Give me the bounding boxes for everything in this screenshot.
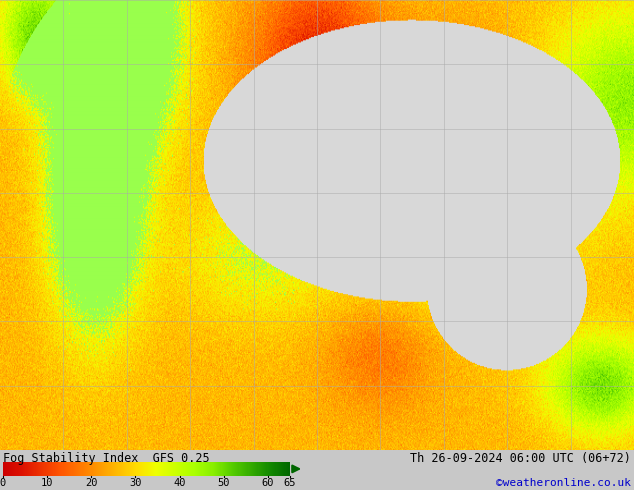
Text: 0: 0 (0, 478, 6, 488)
Text: 50: 50 (217, 478, 230, 488)
Text: 10: 10 (41, 478, 53, 488)
Text: Th 26-09-2024 06:00 UTC (06+72): Th 26-09-2024 06:00 UTC (06+72) (410, 452, 631, 465)
Text: 60: 60 (262, 478, 274, 488)
Text: Fog Stability Index  GFS 0.25: Fog Stability Index GFS 0.25 (3, 452, 210, 465)
Text: 20: 20 (85, 478, 98, 488)
Text: 65: 65 (284, 478, 296, 488)
Text: 40: 40 (173, 478, 186, 488)
Text: ©weatheronline.co.uk: ©weatheronline.co.uk (496, 478, 631, 488)
Text: 30: 30 (129, 478, 142, 488)
